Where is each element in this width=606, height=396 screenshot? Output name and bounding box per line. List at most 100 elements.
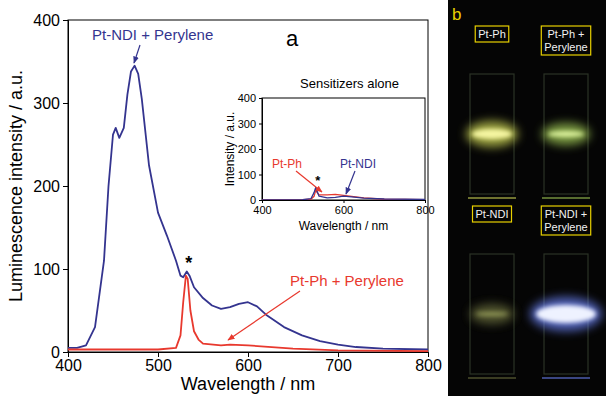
tick: 200 xyxy=(33,178,68,195)
tick-mark xyxy=(63,20,68,21)
photo-background xyxy=(448,0,606,396)
photo-cell: Pt-NDI +Perylene xyxy=(530,206,602,378)
tick: 600 xyxy=(235,352,262,374)
tick: 800 xyxy=(415,352,442,374)
photo-label: Pt-Ph +Perylene xyxy=(544,28,587,53)
label-box xyxy=(541,206,590,235)
tick-mark xyxy=(338,352,339,357)
series-line xyxy=(262,187,425,200)
x-axis-title: Wavelength / nm xyxy=(299,219,389,233)
tick-label: 200 xyxy=(33,178,60,195)
tick: 600 xyxy=(335,200,353,216)
photo-cell: Pt-Ph +Perylene xyxy=(541,26,590,198)
tick-mark xyxy=(259,200,262,201)
cuvette-base xyxy=(542,377,590,379)
glow-core xyxy=(548,131,584,137)
photo-label: Pt-Ph xyxy=(478,28,506,40)
tick: 300 xyxy=(238,118,262,130)
tick: 500 xyxy=(145,352,172,374)
glow-core xyxy=(536,305,596,323)
photo-cell: Pt-Ph xyxy=(466,26,518,198)
axis-line xyxy=(69,353,429,358)
tick-label: 800 xyxy=(416,204,434,216)
label-arrow xyxy=(228,291,300,340)
plot-frame xyxy=(68,20,428,352)
y-axis: 0 100 200 300 400 xyxy=(238,92,263,206)
cuvette-base xyxy=(468,377,516,379)
series-label: Pt-Ph + Perylene xyxy=(290,272,404,289)
x-axis: 400500600700800 xyxy=(55,352,442,374)
chart-0: 400 500 600 700 800 0 100 200 300 400 Wavelength /… xyxy=(6,12,442,394)
tick-mark xyxy=(259,149,262,150)
cuvette xyxy=(544,74,588,194)
tick: 800 xyxy=(416,200,434,216)
tick: 200 xyxy=(238,143,262,155)
cuvette-base xyxy=(468,197,516,199)
tick-label: 300 xyxy=(33,95,60,112)
series-label: Pt-NDI + Perylene xyxy=(92,26,213,43)
tick-mark xyxy=(63,103,68,104)
tick-mark xyxy=(158,352,159,357)
photo-panel: b Pt-Ph Pt-Ph +Perylene Pt-NDI Pt-NDI +Peryl… xyxy=(448,0,606,396)
plot-frame xyxy=(262,98,425,200)
tick: 100 xyxy=(238,169,262,181)
chart-title: Sensitizers alone xyxy=(300,76,399,91)
series-label: Pt-NDI xyxy=(340,157,376,171)
tick-label: 200 xyxy=(238,143,256,155)
plot-area xyxy=(68,66,428,352)
tick-label: 700 xyxy=(325,357,352,374)
tick-mark xyxy=(259,124,262,125)
axis-line xyxy=(63,21,69,353)
y-axis-title: Luminescence intensity / a.u. xyxy=(6,70,26,302)
cuvette xyxy=(470,254,514,374)
x-axis-title: Wavelength / nm xyxy=(181,374,315,394)
tick: 700 xyxy=(325,352,352,374)
glow xyxy=(530,297,602,331)
tick-label: 400 xyxy=(33,12,60,29)
tick-label: 100 xyxy=(33,261,60,278)
label-arrow xyxy=(134,45,140,63)
tick-label: 0 xyxy=(250,194,256,206)
tick-mark xyxy=(63,186,68,187)
panel-letter: b xyxy=(452,5,461,24)
tick-label: 500 xyxy=(145,357,172,374)
y-axis: 0 100 200 300 400 xyxy=(33,12,68,361)
label-arrow xyxy=(346,171,355,194)
x-axis: 400 600 800 xyxy=(253,200,434,216)
tick: 0 xyxy=(51,344,68,361)
tick: 0 xyxy=(250,194,262,206)
label-arrow xyxy=(296,171,322,192)
axis-line xyxy=(259,99,263,201)
tick-mark xyxy=(428,352,429,357)
chart-1: 4006008000100200300400Wavelength / nmInt… xyxy=(223,76,435,233)
glow xyxy=(470,304,514,324)
series-line xyxy=(68,66,428,350)
tick: 100 xyxy=(33,261,68,278)
tick-label: 400 xyxy=(253,204,271,216)
tick-mark xyxy=(344,200,345,203)
tick-label: 400 xyxy=(238,92,256,104)
series-line xyxy=(262,190,425,200)
tick-mark xyxy=(425,200,426,203)
tick-label: 800 xyxy=(415,357,442,374)
tick-mark xyxy=(259,175,262,176)
tick-label: 100 xyxy=(238,169,256,181)
cuvette-base xyxy=(542,197,590,199)
tick-label: 600 xyxy=(235,357,262,374)
tick-label: 0 xyxy=(51,344,60,361)
label-box xyxy=(473,206,512,222)
cuvette xyxy=(470,74,514,194)
tick: 400 xyxy=(238,92,262,104)
glow xyxy=(466,121,518,147)
axis-line xyxy=(263,201,426,204)
tick-mark xyxy=(248,352,249,357)
annotation: * xyxy=(185,253,192,273)
photo-label: Pt-NDI xyxy=(476,208,509,220)
tick: 400 xyxy=(33,12,68,29)
tick-mark xyxy=(63,269,68,270)
photo-label: Pt-NDI +Perylene xyxy=(544,208,587,233)
label-box xyxy=(541,26,590,55)
plot-area xyxy=(262,187,425,200)
annotation: * xyxy=(315,173,321,188)
tick-mark xyxy=(259,98,262,99)
